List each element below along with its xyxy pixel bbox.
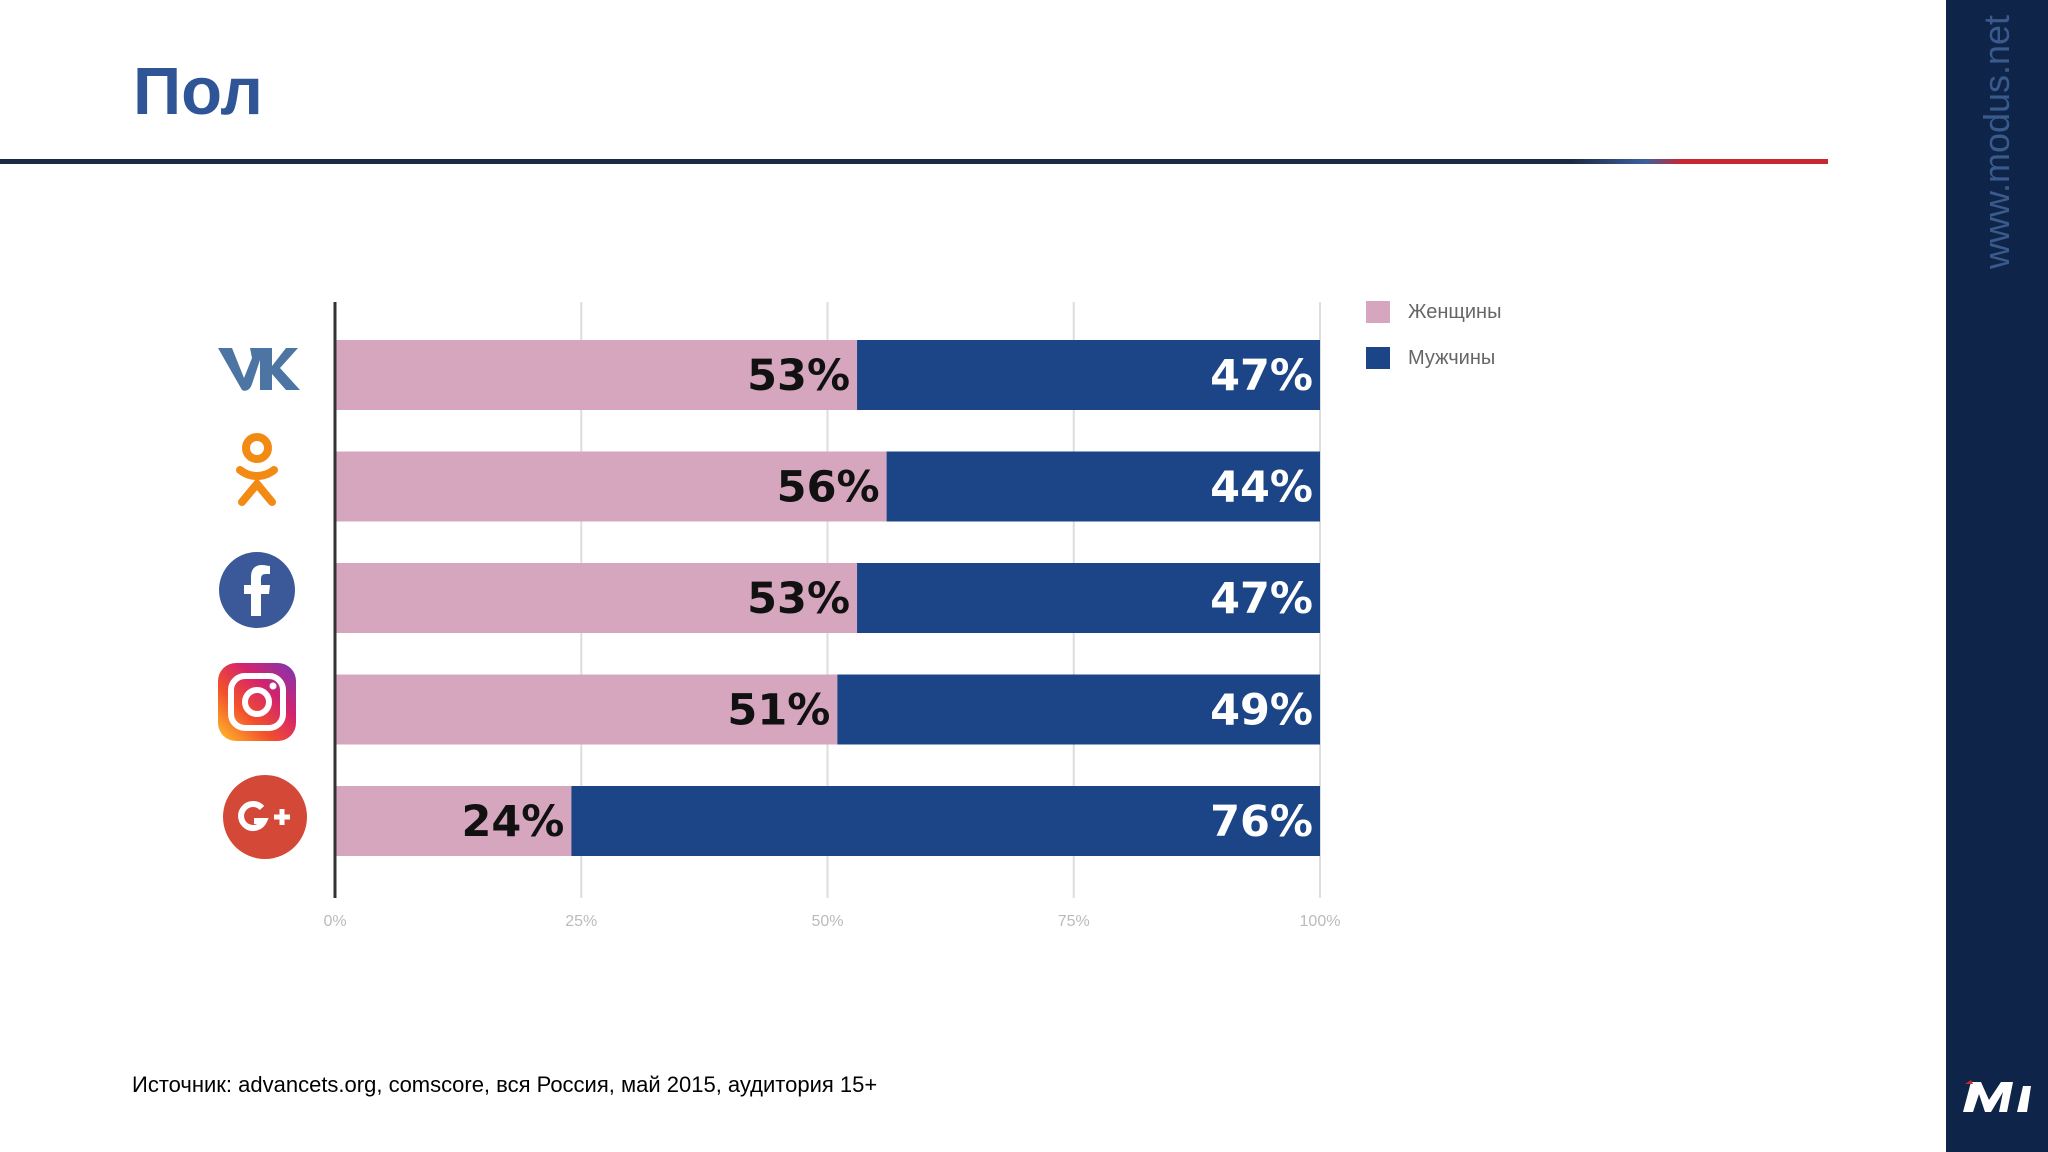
chart-legend: Женщины Мужчины bbox=[1366, 300, 1501, 392]
bar-segment bbox=[837, 674, 1320, 745]
bar-value-label: 49% bbox=[1210, 686, 1313, 736]
bar-segment bbox=[335, 340, 858, 410]
legend-label-men: Мужчины bbox=[1408, 346, 1496, 369]
vk-icon bbox=[218, 348, 300, 391]
website-url: www.modus.net bbox=[1976, 14, 2017, 270]
bar-value-label: 47% bbox=[1210, 574, 1313, 624]
legend-label-women: Женщины bbox=[1408, 300, 1502, 323]
title-divider bbox=[0, 159, 1828, 164]
instagram-icon bbox=[218, 663, 296, 741]
x-tick-label: 25% bbox=[565, 913, 597, 930]
bar-segment bbox=[335, 674, 838, 745]
bar-value-label: 53% bbox=[747, 574, 850, 624]
bar-value-label: 76% bbox=[1210, 797, 1313, 847]
legend-item-men: Мужчины bbox=[1366, 346, 1501, 370]
bar-value-label: 44% bbox=[1210, 463, 1313, 513]
gender-bar-chart: 0% 25% 50% 75% 100% 53% 47% 56% 44% 53% 47% 51% 49% 2… bbox=[323, 302, 1341, 930]
x-tick-label: 75% bbox=[1058, 913, 1090, 930]
legend-swatch-women bbox=[1366, 301, 1390, 323]
bar-value-label: 53% bbox=[747, 351, 850, 401]
legend-item-women: Женщины bbox=[1366, 300, 1501, 324]
slide-title: Пол bbox=[133, 54, 263, 129]
source-note: Источник: advancets.org, comscore, вся Р… bbox=[132, 1072, 878, 1097]
bar-segment bbox=[886, 451, 1320, 522]
odnoklassniki-icon bbox=[236, 433, 278, 506]
x-tick-label: 100% bbox=[1300, 913, 1341, 930]
facebook-icon bbox=[219, 552, 295, 628]
bar-value-label: 56% bbox=[777, 463, 880, 513]
sidebar-strip bbox=[1946, 0, 2048, 1152]
google-plus-icon bbox=[223, 775, 307, 859]
bar-segment bbox=[335, 563, 858, 633]
bar-segment bbox=[335, 786, 572, 856]
bar-value-label: 47% bbox=[1210, 351, 1313, 401]
bar-segment bbox=[335, 451, 887, 522]
bar-segment bbox=[857, 563, 1320, 633]
bar-segment bbox=[857, 340, 1320, 410]
modus-logo bbox=[1963, 1080, 2031, 1112]
bar-segment bbox=[571, 786, 1320, 856]
legend-swatch-men bbox=[1366, 347, 1390, 369]
x-tick-label: 0% bbox=[323, 913, 346, 930]
x-tick-label: 50% bbox=[811, 913, 843, 930]
bar-value-label: 24% bbox=[461, 797, 564, 847]
bar-value-label: 51% bbox=[727, 686, 830, 736]
